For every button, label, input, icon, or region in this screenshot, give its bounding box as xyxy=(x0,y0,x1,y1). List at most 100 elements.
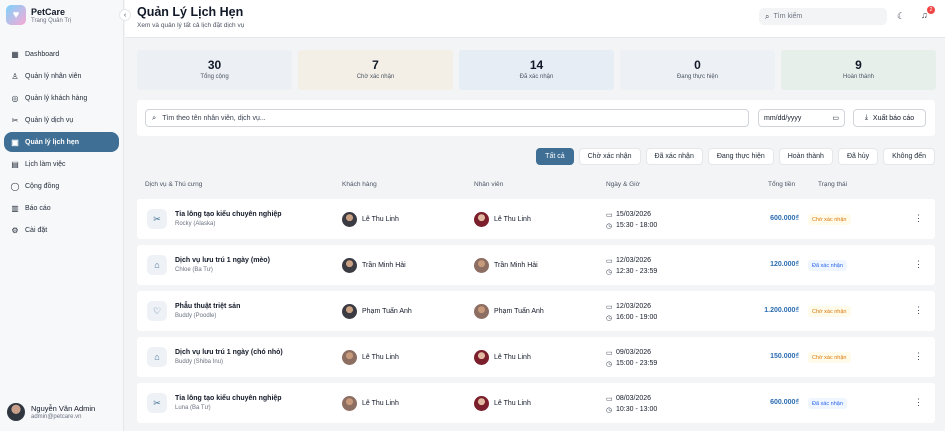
appointment-date: 08/03/2026 xyxy=(616,395,652,402)
sidebar-item-calendar[interactable]: ▤ Lịch làm việc xyxy=(4,154,119,174)
stat-label: Tổng cộng xyxy=(200,74,229,80)
sidebar-item-gear[interactable]: ⚙ Cài đặt xyxy=(4,220,119,240)
moon-icon[interactable]: ☾ xyxy=(897,11,906,21)
table-row[interactable]: ♡ Phẫu thuật triệt sản Buddy (Poodle) Ph… xyxy=(137,291,935,331)
sidebar-item-user-circle[interactable]: ◎ Quản lý khách hàng xyxy=(4,88,119,108)
date-filter-input[interactable]: mm/dd/yyyy ▭ xyxy=(758,109,845,127)
total-price: 150.000₫ xyxy=(770,353,799,360)
tab-status[interactable]: Chờ xác nhận xyxy=(578,148,641,165)
table-header: Dịch vụ & Thú cưng Khách hàng Nhân viên … xyxy=(137,181,935,191)
user-profile[interactable]: Nguyễn Văn Admin admin@petcare.vn xyxy=(7,403,95,421)
tab-status[interactable]: Hoàn thành xyxy=(778,148,833,165)
sidebar-item-bar-chart[interactable]: ▥ Báo cáo xyxy=(4,198,119,218)
sidebar-item-label: Quản lý nhân viên xyxy=(25,72,82,80)
clock-icon: ◷ xyxy=(606,360,613,368)
staff-name: Lê Thu Linh xyxy=(494,354,531,361)
appointment-date: 12/03/2026 xyxy=(616,303,652,310)
staff-cell: Lê Thu Linh xyxy=(474,212,531,227)
avatar xyxy=(474,396,489,411)
staff-name: Trần Minh Hải xyxy=(494,262,538,269)
home-icon: ⌂ xyxy=(147,255,167,275)
avatar xyxy=(474,258,489,273)
tab-status[interactable]: Không đến xyxy=(883,148,935,165)
stat-value: 0 xyxy=(694,58,701,72)
appointment-date: 12/03/2026 xyxy=(616,257,652,264)
download-icon: ⤓ xyxy=(864,114,868,121)
avatar xyxy=(342,258,357,273)
page-subtitle: Xem và quản lý tất cả lịch đặt dịch vụ xyxy=(137,22,245,29)
avatar xyxy=(342,304,357,319)
tab-status[interactable]: Tất cả xyxy=(536,148,574,165)
more-vertical-icon[interactable]: ⋮ xyxy=(914,259,923,269)
datetime-cell: ▭ 12/03/2026 ◷ 16:00 - 19:00 xyxy=(606,301,657,323)
tab-status[interactable]: Đang thực hiện xyxy=(707,148,774,165)
stat-value: 9 xyxy=(855,58,862,72)
more-vertical-icon[interactable]: ⋮ xyxy=(914,213,923,223)
service-name: Dịch vụ lưu trú 1 ngày (mèo) xyxy=(175,257,270,264)
table-row[interactable]: ⌂ Dịch vụ lưu trú 1 ngày (chó nhỏ) Buddy… xyxy=(137,337,935,377)
more-vertical-icon[interactable]: ⋮ xyxy=(914,351,923,361)
appointment-time: 15:30 - 18:00 xyxy=(616,222,658,229)
user-email: admin@petcare.vn xyxy=(31,414,82,420)
table-row[interactable]: ✂ Tỉa lông tạo kiểu chuyên nghiệp Rocky … xyxy=(137,199,935,239)
header-customer: Khách hàng xyxy=(342,181,377,188)
avatar xyxy=(474,350,489,365)
customer-cell: Lê Thu Linh xyxy=(342,350,399,365)
stat-card: 14 Đã xác nhận xyxy=(459,50,614,90)
calendar-icon: ▤ xyxy=(11,159,19,169)
filter-bar: ⌕ Tìm theo tên nhân viên, dịch vụ... mm/… xyxy=(137,100,935,136)
header-service: Dịch vụ & Thú cưng xyxy=(145,181,203,188)
sidebar-item-chat[interactable]: ◯ Cộng đồng xyxy=(4,176,119,196)
more-vertical-icon[interactable]: ⋮ xyxy=(914,397,923,407)
sidebar-item-user[interactable]: ♙ Quản lý nhân viên xyxy=(4,66,119,86)
sidebar-item-grid[interactable]: ▦ Dashboard xyxy=(4,44,119,64)
sidebar: ♥ PetCare Trang Quản Trị ▦ Dashboard ♙ Quản… xyxy=(0,0,124,431)
date-placeholder: mm/dd/yyyy xyxy=(764,114,802,122)
scissors-icon: ✂ xyxy=(11,115,19,125)
export-report-button[interactable]: ⤓ Xuất báo cáo xyxy=(853,109,926,127)
main-content: Quản Lý Lịch Hẹn Xem và quản lý tất cả l… xyxy=(125,0,945,431)
status-badge: Chờ xác nhận xyxy=(808,352,851,363)
chevron-left-icon[interactable]: ‹ xyxy=(119,9,131,21)
sidebar-item-label: Dashboard xyxy=(25,50,60,58)
pet-name: Rocky (Alaska) xyxy=(175,221,216,227)
appointment-date: 09/03/2026 xyxy=(616,349,652,356)
stat-label: Chờ xác nhận xyxy=(356,74,395,80)
sidebar-item-scissors[interactable]: ✂ Quản lý dịch vụ xyxy=(4,110,119,130)
appointment-time: 15:00 - 23:59 xyxy=(616,360,658,367)
gear-icon: ⚙ xyxy=(11,225,19,235)
stat-value: 7 xyxy=(372,58,379,72)
scissors-icon: ✂ xyxy=(147,209,167,229)
datetime-cell: ▭ 09/03/2026 ◷ 15:00 - 23:59 xyxy=(606,347,657,369)
stat-card: 0 Đang thực hiện xyxy=(620,50,775,90)
total-price: 600.000₫ xyxy=(770,215,799,222)
search-input[interactable]: ⌕ Tìm kiếm xyxy=(759,8,887,25)
filter-search-input[interactable]: ⌕ Tìm theo tên nhân viên, dịch vụ... xyxy=(145,109,749,127)
brand[interactable]: ♥ PetCare Trang Quản Trị xyxy=(6,5,71,25)
total-price: 600.000₫ xyxy=(770,399,799,406)
calendar-icon[interactable]: ▭ xyxy=(832,115,839,122)
header-total: Tổng tiền xyxy=(768,181,796,188)
bell-icon[interactable]: ♫ xyxy=(921,10,928,20)
sidebar-item-label: Lịch làm việc xyxy=(25,160,66,168)
appointment-date: 15/03/2026 xyxy=(616,211,652,218)
calendar-check-icon: ▣ xyxy=(11,137,19,147)
tab-status[interactable]: Đã xác nhận xyxy=(645,148,703,165)
service-name: Phẫu thuật triệt sản xyxy=(175,303,241,310)
scissors-icon: ✂ xyxy=(147,393,167,413)
more-vertical-icon[interactable]: ⋮ xyxy=(914,305,923,315)
table-row[interactable]: ✂ Tỉa lông tạo kiểu chuyên nghiệp Luna (… xyxy=(137,383,935,423)
avatar xyxy=(342,350,357,365)
chat-icon: ◯ xyxy=(10,181,20,191)
tab-status[interactable]: Đã hủy xyxy=(837,148,879,165)
status-badge: Đã xác nhận xyxy=(808,260,847,271)
clock-icon: ◷ xyxy=(606,268,613,276)
table-row[interactable]: ⌂ Dịch vụ lưu trú 1 ngày (mèo) Chloe (Ba… xyxy=(137,245,935,285)
top-header: Quản Lý Lịch Hẹn Xem và quản lý tất cả l… xyxy=(125,0,945,38)
sidebar-item-calendar-check[interactable]: ▣ Quản lý lịch hẹn xyxy=(4,132,119,152)
appointments-list: ✂ Tỉa lông tạo kiểu chuyên nghiệp Rocky … xyxy=(137,199,935,429)
clock-icon: ◷ xyxy=(606,222,613,230)
user-circle-icon: ◎ xyxy=(11,93,19,103)
brand-subtitle: Trang Quản Trị xyxy=(31,17,72,24)
datetime-cell: ▭ 15/03/2026 ◷ 15:30 - 18:00 xyxy=(606,209,657,231)
